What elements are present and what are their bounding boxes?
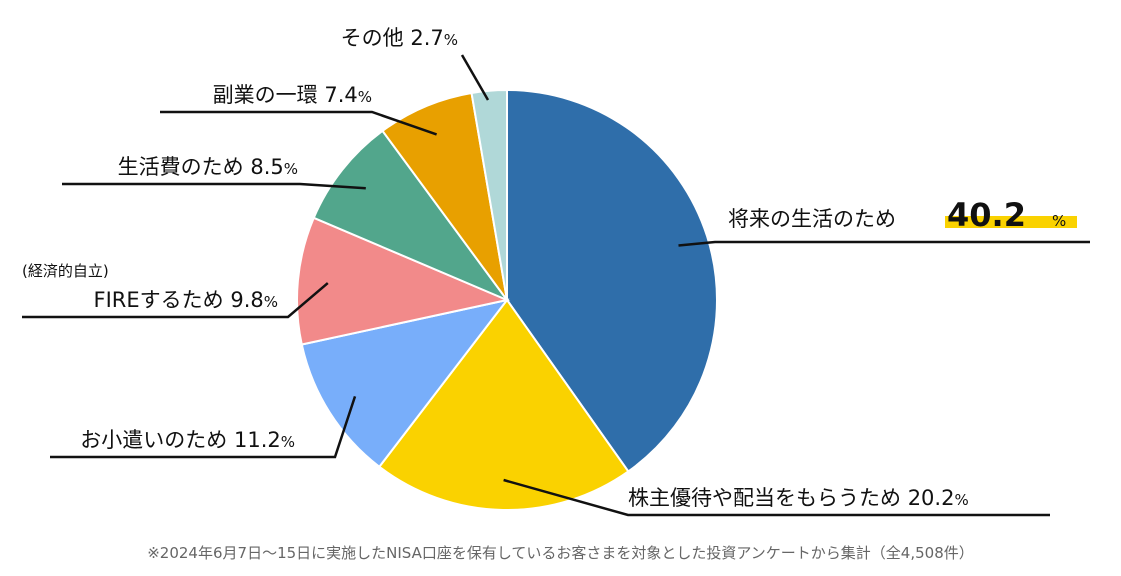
slice-value: 9.8 [230,288,263,312]
slice-label: 将来の生活のため [728,207,896,231]
slice-name: FIREするため [94,288,231,312]
slice-name: 副業の一環 [213,83,325,107]
slice-value: 20.2 [908,486,955,510]
slice-value: 8.5 [250,155,283,179]
slice-name: 株主優待や配当をもらうため [628,486,908,510]
percent-sign: % [444,31,458,49]
percent-sign: % [264,293,278,311]
slice-name: 生活費のため [118,155,251,179]
leader-line [503,478,1050,517]
leader-line [62,182,366,190]
slice-label: FIREするため 9.8% [94,288,278,312]
pie-slice-fire [296,216,511,346]
label-pocket-money: お小遣いのため 11.2% [50,396,357,459]
leader-line [160,110,438,136]
leader-line [50,396,357,459]
pie-slice-side-business [381,91,508,301]
label-other: その他 2.7% [341,26,490,101]
slice-value: 7.4 [324,83,357,107]
slice-sublabel: (経済的自立) [22,262,109,280]
leader-line [460,54,490,101]
slice-name: お小遣いのため [80,428,234,452]
percent-sign: % [281,433,295,451]
percent-sign: % [954,491,968,509]
slice-value: 11.2 [234,428,281,452]
slice-label: お小遣いのため 11.2% [80,428,295,452]
slice-value: 2.7 [410,26,443,50]
label-fire: FIREするため 9.8% (経済的自立) [22,262,329,319]
label-shareholder-benefits: 株主優待や配当をもらうため 20.2% [503,478,1050,517]
label-living-expenses: 生活費のため 8.5% [62,155,366,190]
slice-label: 株主優待や配当をもらうため 20.2% [628,486,969,510]
slice-label: 生活費のため 8.5% [118,155,298,179]
leader-line [22,282,329,319]
slice-value: 40.2 [947,196,1026,234]
slice-name: その他 [341,26,411,50]
pie-slice-shareholder-benefits [377,298,630,511]
label-future-living: 将来の生活のため 40.2% [678,196,1090,247]
pie-slice-living-expenses [312,129,510,303]
survey-footnote: ※2024年6月7日〜15日に実施したNISA口座を保有しているお客さまを対象と… [147,544,974,562]
pie-slice-future-living [506,88,718,473]
percent-sign: % [358,88,372,106]
pie-slice-other [470,88,508,301]
leader-line [678,240,1090,247]
slice-label: その他 2.7% [341,26,458,50]
label-side-business: 副業の一環 7.4% [160,83,438,136]
pie-slice-pocket-money [300,298,510,469]
value-highlight [945,216,1077,228]
percent-sign: % [1052,212,1066,230]
percent-sign: % [284,160,298,178]
slice-label: 副業の一環 7.4% [213,83,372,107]
